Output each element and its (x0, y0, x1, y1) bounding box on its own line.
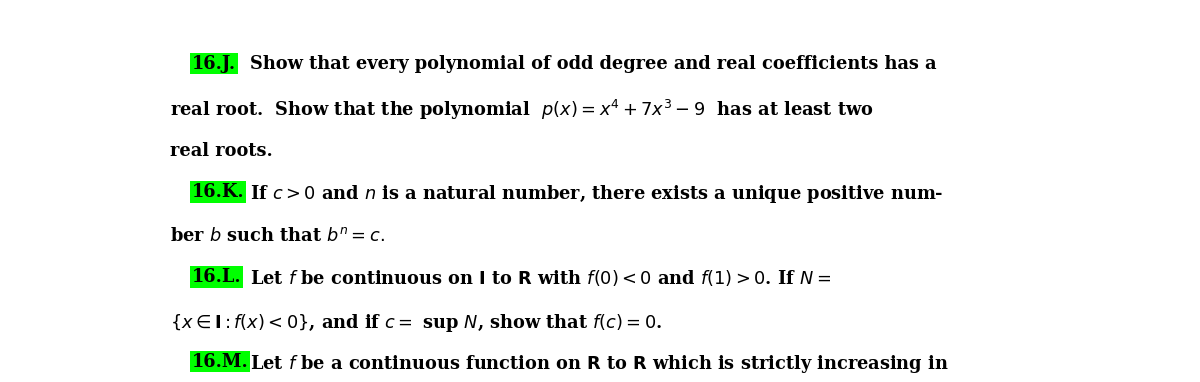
Text: Let $f$ be a continuous function on $\mathbf{R}$ to $\mathbf{R}$ which is strict: Let $f$ be a continuous function on $\ma… (251, 353, 949, 375)
Text: 16.M.: 16.M. (192, 353, 248, 371)
Text: Show that every polynomial of odd degree and real coefficients has a: Show that every polynomial of odd degree… (251, 55, 937, 73)
Text: real root.  Show that the polynomial  $p(x) = x^4 + 7x^3 - 9$  has at least two: real root. Show that the polynomial $p(x… (170, 98, 875, 122)
Text: $\{x \in \mathbf{I} : f(x) < 0\}$, and if $c =$ sup $N$, show that $f(c) = 0$.: $\{x \in \mathbf{I} : f(x) < 0\}$, and i… (170, 311, 662, 333)
Text: ber $b$ such that $b^n = c.$: ber $b$ such that $b^n = c.$ (170, 227, 385, 244)
Text: 16.J.: 16.J. (192, 55, 236, 73)
Text: If $c > 0$ and $n$ is a natural number, there exists a unique positive num-: If $c > 0$ and $n$ is a natural number, … (251, 183, 943, 205)
Text: real roots.: real roots. (170, 142, 274, 160)
Text: Let $f$ be continuous on $\mathbf{I}$ to $\mathbf{R}$ with $f(0) < 0$ and $f(1) : Let $f$ be continuous on $\mathbf{I}$ to… (251, 268, 832, 288)
Text: 16.K.: 16.K. (192, 183, 245, 201)
Text: 16.L.: 16.L. (192, 268, 241, 286)
